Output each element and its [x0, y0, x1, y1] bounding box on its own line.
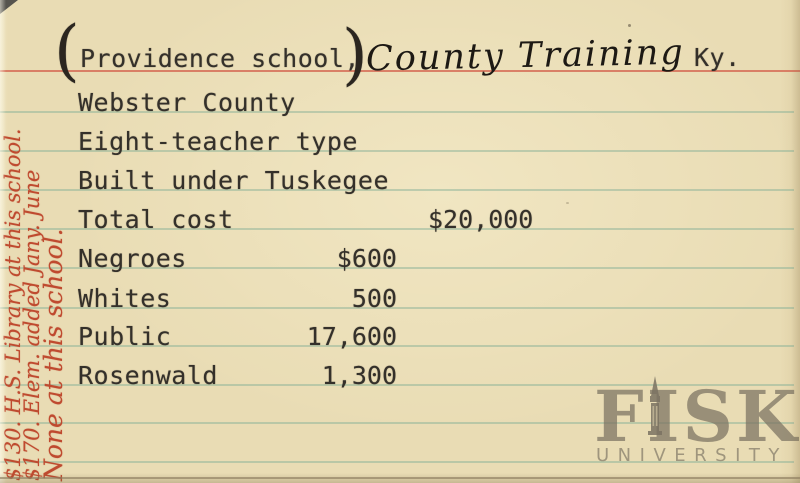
row-label: Total cost [78, 205, 234, 234]
card-row: Eight-teacher type [0, 129, 800, 155]
card-row: Built under Tuskegee [0, 168, 800, 194]
card-right-edge [791, 0, 800, 483]
card-bottom-edge [0, 477, 800, 479]
ruled-line [0, 111, 794, 113]
card-row: Webster County [0, 90, 800, 116]
state-abbreviation: Ky. [694, 43, 741, 72]
card-row: Whites 500 [0, 286, 800, 312]
ruled-line [0, 228, 794, 230]
row-value: $20,000 [428, 205, 534, 234]
ruled-line [0, 189, 794, 191]
ruled-line [0, 150, 794, 152]
row-label: Whites [78, 284, 172, 313]
school-name-typed: Providence school, [80, 44, 360, 73]
opening-parenthesis: ( [54, 12, 80, 89]
row-label: Eight-teacher type [78, 127, 358, 156]
paper-speck [566, 202, 569, 204]
card-left-edge [0, 0, 6, 483]
ruled-line [0, 345, 794, 347]
row-value: $600 [336, 244, 397, 273]
watermark-university-text: UNIVERSITY [596, 445, 788, 466]
school-name-handwritten: County Training [365, 32, 686, 80]
watermark-fisk-text: FISK [594, 375, 800, 458]
jubilee-tower-icon [648, 376, 662, 435]
row-value: 500 [351, 284, 397, 313]
ruled-line [0, 461, 794, 463]
row-label: Built under Tuskegee [78, 166, 390, 195]
fisk-university-watermark: FISK UNIVERSITY [594, 375, 800, 472]
card-row: Negroes $600 [0, 246, 800, 272]
ruled-line [0, 384, 794, 386]
row-label: Webster County [78, 88, 296, 117]
ruled-line [0, 267, 794, 269]
paper-speck [628, 24, 631, 27]
margin-note-none: None at this school. [39, 228, 68, 481]
closing-parenthesis: ) [342, 16, 368, 93]
ruled-line [0, 307, 794, 309]
card-row: Rosenwald 1,300 [0, 363, 800, 389]
row-label: Negroes [78, 244, 187, 273]
row-label: Public [78, 322, 172, 351]
card-row: Public 17,600 [0, 324, 800, 350]
header-rule-red [0, 70, 800, 72]
row-value: 17,600 [306, 322, 397, 351]
row-label: Rosenwald [78, 361, 218, 390]
ruled-line [0, 422, 794, 424]
card-row: Total cost $20,000 [0, 207, 800, 233]
row-value: 1,300 [321, 361, 397, 390]
